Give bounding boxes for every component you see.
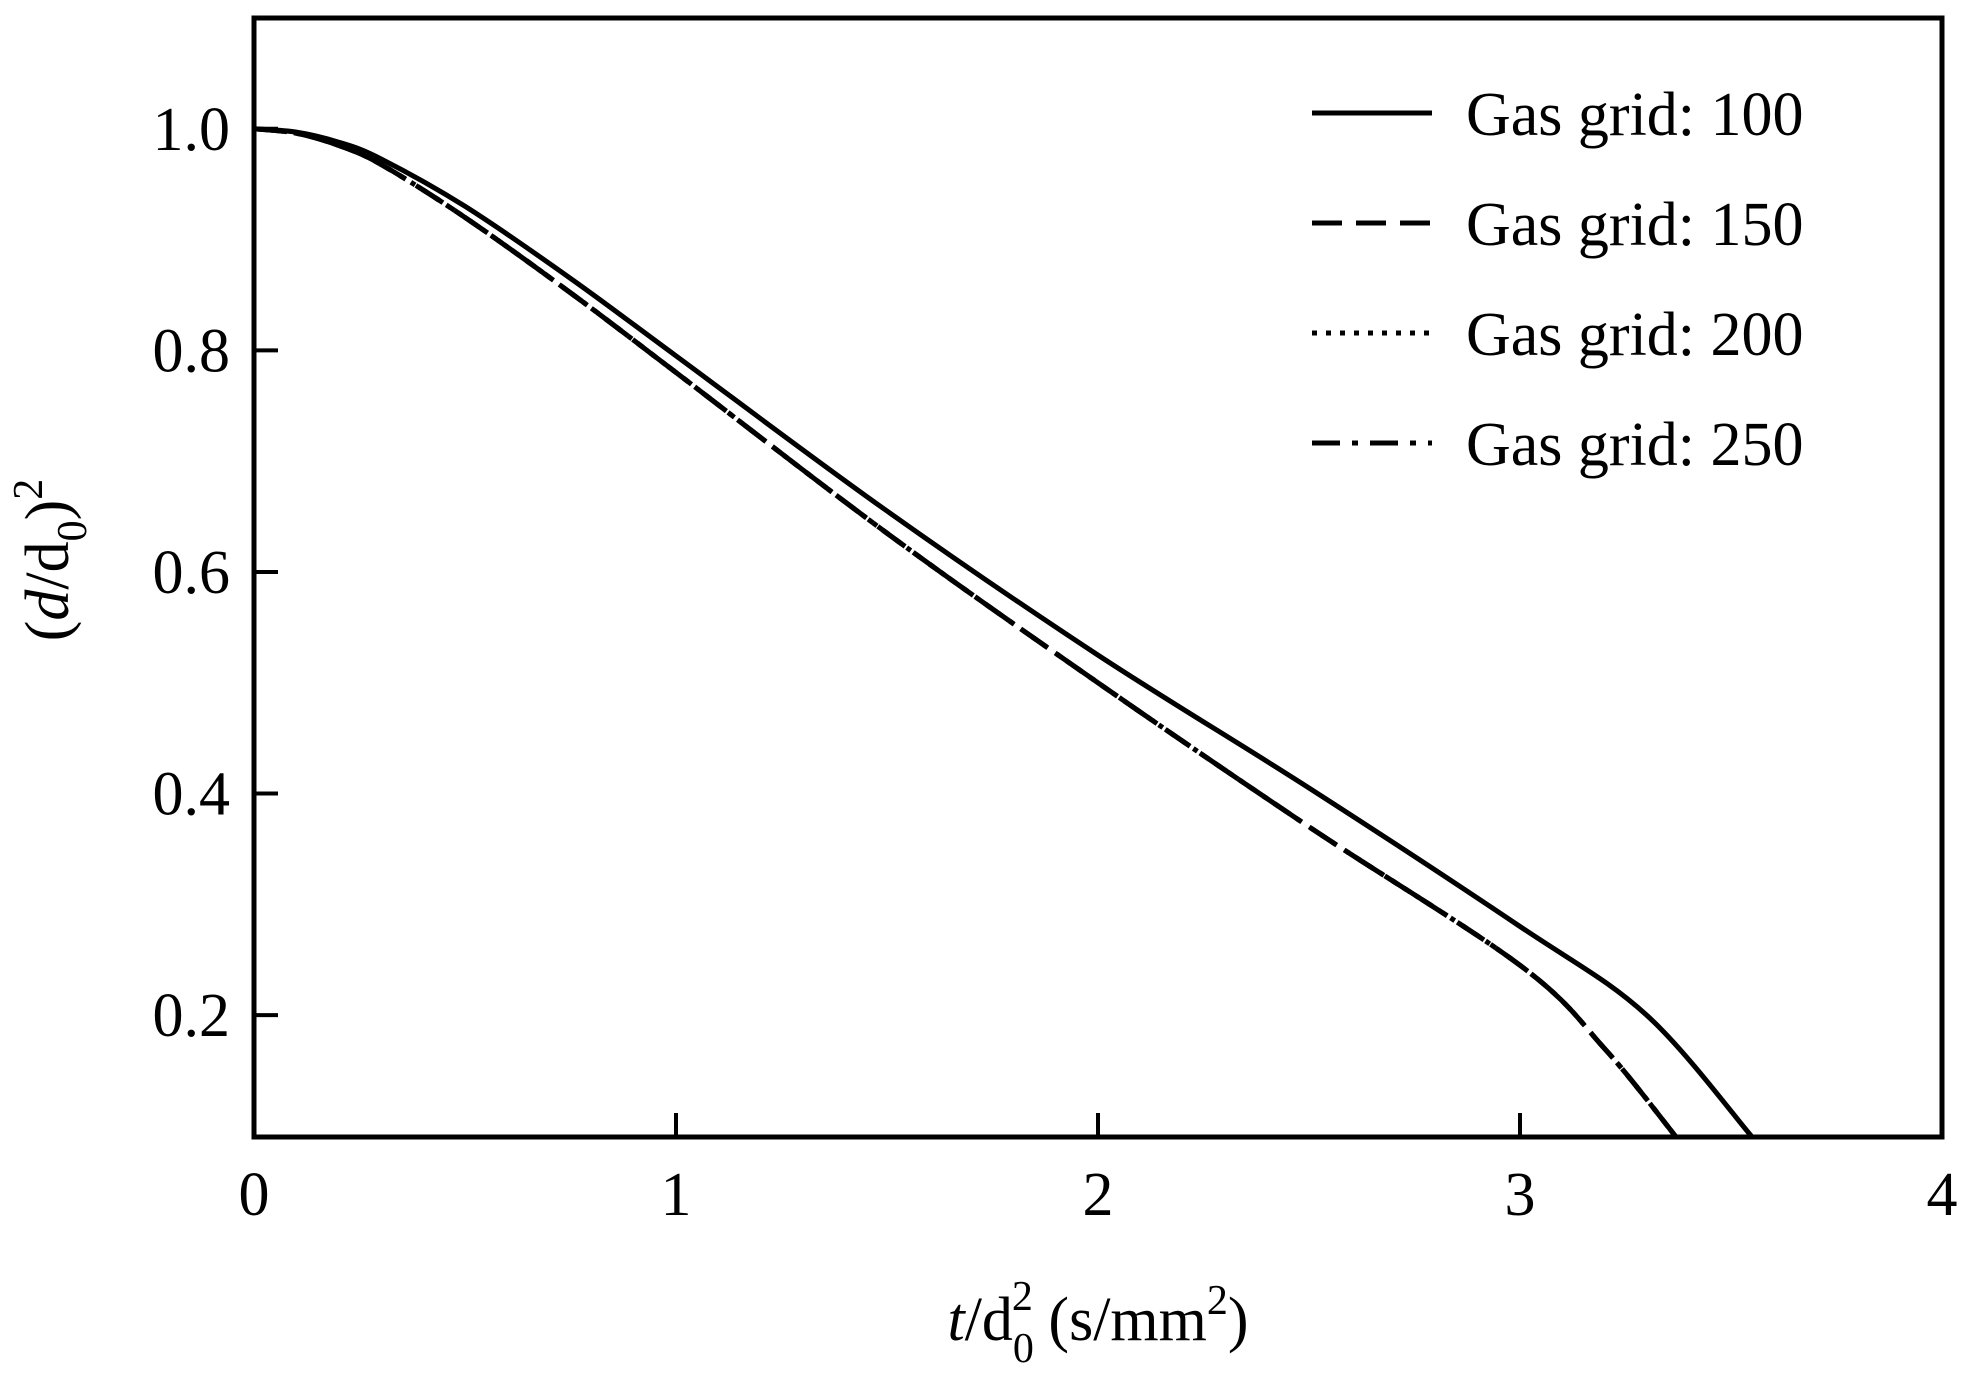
- x-axis-title-main: t: [947, 1286, 966, 1354]
- legend-label: Gas grid: 250: [1466, 411, 1804, 479]
- series-layer: [254, 126, 1754, 1137]
- y-tick-label: 0.2: [153, 982, 231, 1050]
- y-tick-label: 0.4: [153, 761, 231, 829]
- x-tick-label: 1: [661, 1161, 692, 1229]
- y-axis-title: (d/d0)2: [6, 479, 96, 642]
- x-tick-label: 2: [1083, 1161, 1114, 1229]
- legend-label: Gas grid: 100: [1466, 81, 1804, 149]
- legend-label: Gas grid: 200: [1466, 301, 1804, 369]
- y-axis-title-close: ): [14, 500, 82, 521]
- x-axis-title-sub: 0: [1013, 1326, 1034, 1372]
- legend: Gas grid: 100 Gas grid: 150 Gas grid: 200 G…: [1312, 81, 1804, 479]
- x-tick-label: 3: [1505, 1161, 1536, 1229]
- legend-label: Gas grid: 150: [1466, 191, 1804, 259]
- y-tick-label: 1.0: [153, 96, 231, 164]
- y-tick-label: 0.6: [153, 539, 231, 607]
- y-axis-title-main: d: [14, 589, 82, 621]
- y-axis-title-open: (: [14, 621, 82, 642]
- x-axis-title-units-pre: (s/mm: [1033, 1286, 1207, 1354]
- plot-frame: [251, 15, 1945, 1140]
- series-line-dashed: [254, 126, 1679, 1137]
- x-axis-title-units-sup: 2: [1207, 1278, 1228, 1324]
- x-axis-title-units-post: ): [1228, 1286, 1249, 1354]
- x-axis-title-sup: 2: [1012, 1274, 1033, 1320]
- series-line-solid: [254, 126, 1754, 1137]
- y-tick-label: 0.8: [153, 317, 231, 385]
- y-axis-title-sub: 0: [50, 520, 96, 541]
- series-line-dashdot: [254, 126, 1679, 1137]
- ticks-layer: 0 1 2 3 4 0.2 0.4 0.6 0.8 1.0: [153, 96, 1958, 1229]
- y-axis-title-sep: /d: [14, 541, 82, 589]
- x-axis-title: t/d0 2 (s/mm2): [947, 1274, 1248, 1372]
- x-tick-label: 0: [239, 1161, 270, 1229]
- x-tick-label: 4: [1927, 1161, 1958, 1229]
- series-line-dotted: [254, 126, 1679, 1137]
- y-axis-title-sup: 2: [6, 479, 52, 500]
- x-axis-title-sep: /d: [965, 1286, 1013, 1354]
